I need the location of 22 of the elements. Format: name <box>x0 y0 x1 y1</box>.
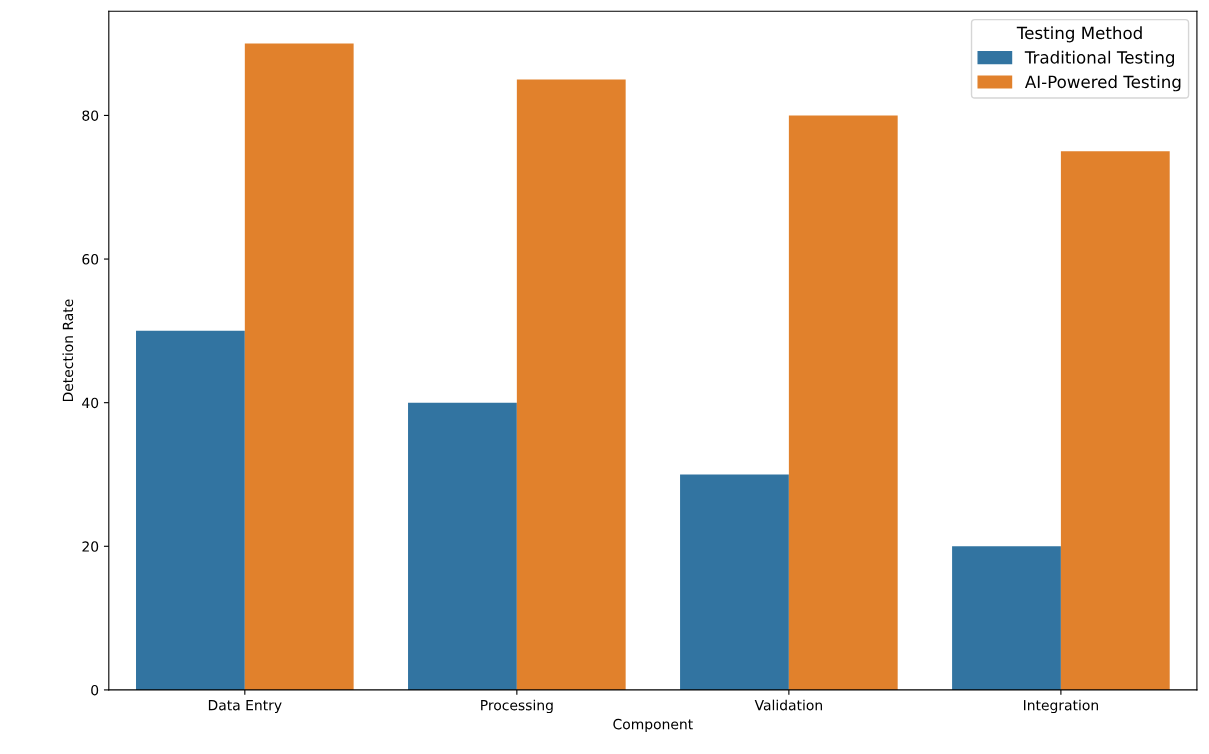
y-tick-label: 60 <box>82 254 99 265</box>
y-tick-label: 0 <box>91 684 99 696</box>
bar <box>1060 151 1170 690</box>
x-axis-title: Component <box>613 718 693 733</box>
legend-label: Traditional Testing <box>1024 50 1174 67</box>
bar <box>136 330 245 690</box>
bar <box>516 79 626 690</box>
x-tick-label: Processing <box>481 699 553 714</box>
bar <box>680 474 789 690</box>
y-tick-label: 80 <box>82 110 99 121</box>
bar <box>408 402 517 690</box>
legend-label: AI-Powered Testing <box>1024 75 1181 92</box>
y-tick-label: 40 <box>82 397 99 409</box>
bar <box>244 43 354 690</box>
y-tick-label: 20 <box>82 541 99 552</box>
y-axis-title: Detection Rate <box>62 299 74 402</box>
x-tick-label: Data Entry <box>208 700 282 714</box>
x-tick-label: Validation <box>754 699 822 711</box>
bar <box>788 115 898 690</box>
legend-title: Testing Method <box>1016 26 1142 43</box>
bar <box>952 546 1061 690</box>
x-tick-label: Integration <box>1023 699 1098 714</box>
